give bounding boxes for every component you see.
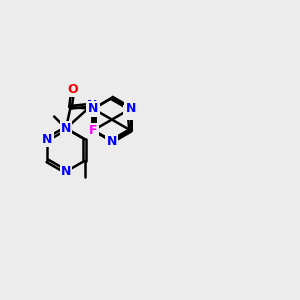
Text: N: N: [61, 165, 71, 178]
Text: F: F: [89, 124, 98, 137]
Text: N: N: [125, 102, 136, 115]
Text: N: N: [87, 98, 97, 112]
Text: N: N: [88, 102, 98, 115]
Text: O: O: [68, 83, 78, 96]
Text: N: N: [42, 133, 52, 146]
Text: N: N: [61, 122, 71, 135]
Text: N: N: [107, 135, 117, 148]
Text: O: O: [124, 106, 134, 119]
